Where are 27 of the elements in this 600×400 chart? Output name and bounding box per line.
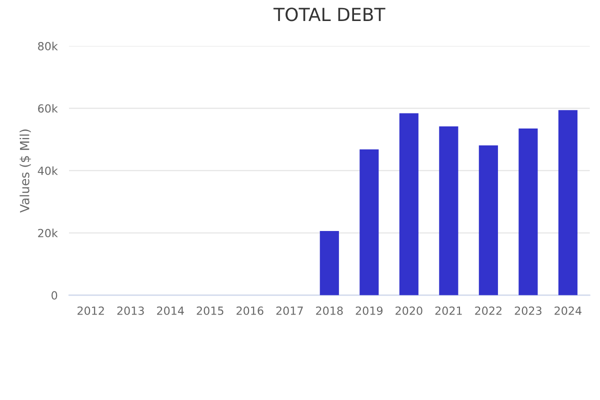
y-tick-label: 20k: [38, 228, 58, 238]
x-tick-label: 2020: [396, 306, 422, 315]
x-tick-label: 2023: [514, 306, 542, 315]
x-tick-label: 2014: [157, 306, 184, 315]
y-tick-label: 40k: [38, 166, 58, 175]
x-tick-label: 2016: [236, 306, 264, 315]
y-tick-label: 80k: [38, 42, 58, 50]
bar: [360, 149, 379, 296]
bar: [478, 145, 498, 296]
x-tick-label: 2019: [356, 306, 383, 315]
x-tick-label: 2024: [554, 306, 582, 315]
y-tick-label: 0: [52, 291, 58, 300]
bar: [320, 231, 339, 296]
x-tick-label: 2017: [276, 306, 303, 315]
y-axis-title: Values ($ Mil): [20, 130, 31, 213]
x-tick-label: 2015: [196, 306, 224, 315]
bar: [399, 113, 418, 296]
bar: [558, 110, 578, 296]
x-tick-label: 2013: [117, 306, 144, 315]
bar: [518, 128, 538, 296]
x-tick-label: 2012: [78, 306, 104, 315]
bar: [439, 126, 458, 296]
x-tick-label: 2021: [435, 306, 462, 315]
y-tick-label: 60k: [38, 104, 58, 113]
chart-title: TOTAL DEBT: [273, 8, 386, 22]
x-tick-label: 2022: [475, 306, 502, 315]
x-tick-label: 2018: [316, 306, 343, 315]
